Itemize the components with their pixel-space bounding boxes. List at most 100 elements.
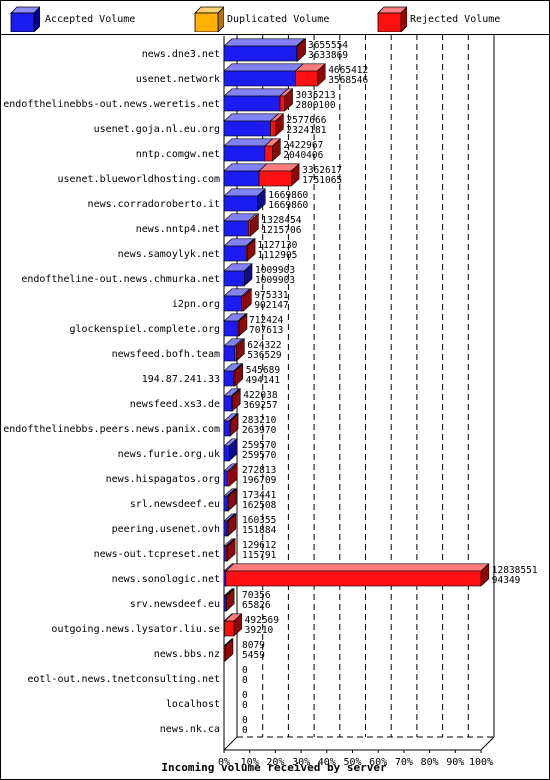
- bar: [223, 613, 243, 637]
- bar-front-face: [223, 220, 249, 237]
- legend-label: Accepted Volume: [45, 14, 136, 25]
- bar-front-face: [223, 395, 232, 412]
- bar-front-face: [231, 395, 233, 412]
- bar-top-face: [223, 138, 274, 147]
- tick-label: 80%: [421, 757, 439, 768]
- tick-label: 40%: [318, 757, 336, 768]
- tick-label: 20%: [266, 757, 284, 768]
- category-label: news.nntp4.net: [136, 224, 220, 235]
- category-label: news.bbs.nz: [154, 649, 220, 660]
- category-label: endoftheline-out.news.chmurka.net: [21, 274, 220, 285]
- bars: [223, 38, 490, 662]
- value-label-accepted: 196709: [242, 475, 277, 486]
- bar-front-face: [248, 220, 251, 237]
- bar-front-face: [223, 520, 228, 537]
- bar: [223, 463, 239, 487]
- bar: [223, 388, 242, 412]
- value-label-total: 129612: [242, 540, 276, 551]
- bar: [223, 88, 294, 112]
- bar-front-face: [223, 295, 243, 312]
- value-label-accepted: 0: [242, 675, 248, 686]
- value-label-accepted: 151884: [242, 525, 277, 536]
- bar-front-face: [223, 345, 236, 362]
- value-label-accepted: 369257: [243, 400, 277, 411]
- bar: [223, 263, 253, 287]
- bar: [223, 213, 260, 237]
- bar: [223, 538, 236, 562]
- category-labels: news.dne3.net usenet.network endofthelineb…: [3, 49, 220, 735]
- bar-front-face: [226, 520, 229, 537]
- bar-front-face: [223, 545, 227, 562]
- value-label-total: 1009903: [255, 265, 295, 276]
- value-label-accepted: 263970: [242, 425, 277, 436]
- value-label-total: 12838551: [492, 565, 538, 576]
- tick-label: 50%: [343, 757, 361, 768]
- value-label-total: 160355: [242, 515, 276, 526]
- bar: [223, 163, 300, 187]
- bar-top-face: [223, 88, 289, 97]
- category-label: peering.usenet.ovh: [112, 524, 220, 535]
- category-label: newsfeed.bofh.team: [112, 349, 220, 360]
- category-label: localhost: [166, 699, 220, 710]
- value-label-accepted: 1215706: [261, 225, 301, 236]
- value-label-total: 1669860: [268, 190, 308, 201]
- bar-front-face: [241, 295, 244, 312]
- bar: [223, 38, 307, 62]
- category-label: usenet.network: [136, 74, 220, 85]
- value-label-total: 259570: [242, 440, 277, 451]
- bar-front-face: [245, 245, 248, 262]
- bar: [223, 288, 253, 312]
- bar-front-face: [223, 170, 260, 187]
- category-label: newsfeed.xs3.de: [130, 399, 220, 410]
- value-label-accepted: 39210: [245, 625, 274, 636]
- category-label: glockenspiel.complete.org: [69, 324, 220, 335]
- bar-front-face: [225, 595, 227, 612]
- bar: [223, 563, 490, 587]
- bar: [223, 338, 246, 362]
- category-label: news-out.tcpreset.net: [94, 549, 220, 560]
- red-cube-icon: [377, 6, 408, 33]
- value-label-accepted: 0: [242, 725, 248, 736]
- value-label-total: 1127130: [257, 240, 297, 251]
- tick-label: 30%: [292, 757, 310, 768]
- value-label-accepted: 707613: [249, 325, 283, 336]
- value-label-accepted: 115791: [242, 550, 277, 561]
- value-label-total: 0: [242, 715, 248, 726]
- bar-front-face: [264, 145, 273, 162]
- bar: [223, 313, 248, 337]
- bar-front-face: [223, 320, 239, 337]
- bar-front-face: [227, 470, 230, 487]
- value-label-accepted: 3633869: [308, 50, 348, 61]
- legend-duplicated: Duplicated Volume: [194, 6, 354, 33]
- bar: [223, 138, 282, 162]
- tick-label: 90%: [446, 757, 464, 768]
- x-axis: 0% 10% 20% 30% 40% 50% 60% 70% 80% 90% 100%: [218, 750, 493, 768]
- value-label-accepted: 1009903: [255, 275, 295, 286]
- bar: [223, 363, 244, 387]
- tick-label: 60%: [369, 757, 387, 768]
- bar-front-face: [223, 120, 271, 137]
- value-label-total: 624322: [247, 340, 281, 351]
- value-label-total: 975331: [254, 290, 289, 301]
- bar-front-face: [223, 70, 296, 87]
- bar-front-face: [223, 420, 230, 437]
- tick-label: 10%: [241, 757, 259, 768]
- bar: [223, 513, 237, 537]
- value-label-accepted: 162508: [242, 500, 277, 511]
- bar: [223, 438, 238, 462]
- value-label-total: 0: [242, 665, 248, 676]
- value-label-total: 1328454: [261, 215, 301, 226]
- value-label-total: 545689: [246, 365, 281, 376]
- value-label-total: 3035213: [296, 90, 336, 101]
- bar-front-face: [223, 645, 226, 662]
- bar: [223, 488, 237, 512]
- value-label-accepted: 902147: [254, 300, 288, 311]
- value-label-total: 4665412: [328, 65, 368, 76]
- value-label-accepted: 3568546: [328, 75, 368, 86]
- value-label-total: 173441: [242, 490, 277, 501]
- bar-front-face: [223, 245, 247, 262]
- bar-front-face: [223, 45, 298, 62]
- value-label-total: 2422967: [283, 140, 323, 151]
- tick-label: 0%: [218, 757, 230, 768]
